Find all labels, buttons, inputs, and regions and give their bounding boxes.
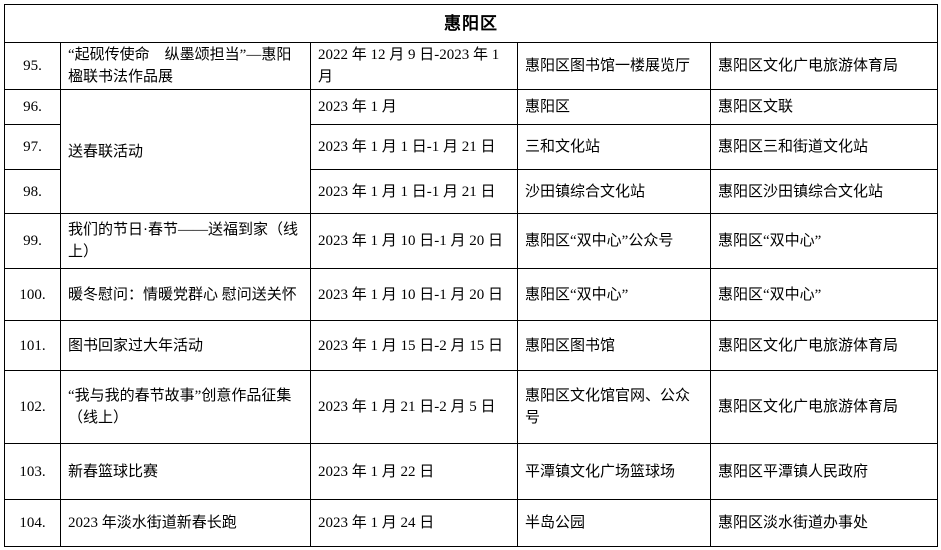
row-number-cell: 101. <box>4 320 61 371</box>
row-number-cell: 102. <box>4 370 61 444</box>
activity-cell-merged: 送春联活动 <box>60 89 311 214</box>
table-row: 惠阳区 <box>3 4 939 43</box>
organizer-cell: 惠阳区文化广电旅游体育局 <box>709 320 939 371</box>
date-cell: 2023 年 1 月 21 日-2 月 5 日 <box>310 370 518 444</box>
date-cell: 2023 年 1 月 <box>310 89 518 125</box>
date-cell: 2023 年 1 月 22 日 <box>310 443 518 500</box>
location-cell: 惠阳区文化馆官网、公众号 <box>517 370 711 444</box>
table-row: 96. 送春联活动 2023 年 1 月 惠阳区 惠阳区文联 <box>4 89 939 214</box>
activity-cell: 新春篮球比赛 <box>60 443 311 500</box>
region-title: 惠阳区 <box>3 4 939 43</box>
location-cell: 惠阳区图书馆一楼展览厅 <box>517 42 711 90</box>
organizer-cell: 惠阳区文联 <box>709 89 939 125</box>
table-row: 98. 2023 年 1 月 1 日-1 月 21 日 沙田镇综合文化站 惠阳区… <box>4 169 939 214</box>
date-cell: 2023 年 1 月 10 日-1 月 20 日 <box>310 213 518 269</box>
activity-cell: 2023 年淡水街道新春长跑 <box>60 499 311 547</box>
organizer-cell: 惠阳区沙田镇综合文化站 <box>709 169 939 214</box>
table-row: 95. “起砚传使命 纵墨颂担当”—惠阳楹联书法作品展 2022 年 12 月 … <box>4 42 939 90</box>
location-cell: 惠阳区“双中心” <box>517 268 711 321</box>
location-cell: 惠阳区 <box>517 89 711 125</box>
activity-cell: “起砚传使命 纵墨颂担当”—惠阳楹联书法作品展 <box>60 42 311 90</box>
table-row: 97. 2023 年 1 月 1 日-1 月 21 日 三和文化站 惠阳区三和街… <box>4 124 939 170</box>
activity-cell: 暖冬慰问：情暖党群心 慰问送关怀 <box>60 268 311 321</box>
location-cell: 半岛公园 <box>517 499 711 547</box>
location-cell: 惠阳区“双中心”公众号 <box>517 213 711 269</box>
table-row: 101. 图书回家过大年活动 2023 年 1 月 15 日-2 月 15 日 … <box>4 320 939 371</box>
row-number-cell: 100. <box>4 268 61 321</box>
row-number-cell: 95. <box>4 42 61 90</box>
location-cell: 三和文化站 <box>517 124 711 170</box>
document-page: 惠阳区 95. “起砚传使命 纵墨颂担当”—惠阳楹联书法作品展 2022 年 1… <box>3 4 939 547</box>
organizer-cell: 惠阳区平潭镇人民政府 <box>709 443 939 500</box>
location-cell: 沙田镇综合文化站 <box>517 169 711 214</box>
date-cell: 2023 年 1 月 15 日-2 月 15 日 <box>310 320 518 371</box>
organizer-cell: 惠阳区淡水街道办事处 <box>709 499 939 547</box>
date-cell: 2023 年 1 月 10 日-1 月 20 日 <box>310 268 518 321</box>
row-number-cell: 98. <box>4 169 61 214</box>
table-row: 100. 暖冬慰问：情暖党群心 慰问送关怀 2023 年 1 月 10 日-1 … <box>4 268 939 321</box>
organizer-cell: 惠阳区“双中心” <box>709 213 939 269</box>
row-number-cell: 104. <box>4 499 61 547</box>
activity-cell: 图书回家过大年活动 <box>60 320 311 371</box>
organizer-cell: 惠阳区文化广电旅游体育局 <box>709 42 939 90</box>
activity-cell: 我们的节日·春节——送福到家（线上） <box>60 213 311 269</box>
date-cell: 2023 年 1 月 1 日-1 月 21 日 <box>310 124 518 170</box>
location-cell: 平潭镇文化广场篮球场 <box>517 443 711 500</box>
table-row: 104. 2023 年淡水街道新春长跑 2023 年 1 月 24 日 半岛公园… <box>4 499 939 547</box>
date-cell: 2022 年 12 月 9 日-2023 年 1 月 <box>310 42 518 90</box>
row-number-cell: 99. <box>4 213 61 269</box>
organizer-cell: 惠阳区“双中心” <box>709 268 939 321</box>
activity-cell: “我与我的春节故事”创意作品征集（线上） <box>60 370 311 444</box>
date-cell: 2023 年 1 月 24 日 <box>310 499 518 547</box>
table-row: 102. “我与我的春节故事”创意作品征集（线上） 2023 年 1 月 21 … <box>4 370 939 444</box>
table-row: 103. 新春篮球比赛 2023 年 1 月 22 日 平潭镇文化广场篮球场 惠… <box>4 443 939 500</box>
organizer-cell: 惠阳区文化广电旅游体育局 <box>709 370 939 444</box>
row-number-cell: 97. <box>4 124 61 170</box>
events-table: 惠阳区 95. “起砚传使命 纵墨颂担当”—惠阳楹联书法作品展 2022 年 1… <box>3 4 939 547</box>
row-number-cell: 103. <box>4 443 61 500</box>
location-cell: 惠阳区图书馆 <box>517 320 711 371</box>
date-cell: 2023 年 1 月 1 日-1 月 21 日 <box>310 169 518 214</box>
table-row: 99. 我们的节日·春节——送福到家（线上） 2023 年 1 月 10 日-1… <box>4 213 939 269</box>
row-number-cell: 96. <box>4 89 61 125</box>
organizer-cell: 惠阳区三和街道文化站 <box>709 124 939 170</box>
